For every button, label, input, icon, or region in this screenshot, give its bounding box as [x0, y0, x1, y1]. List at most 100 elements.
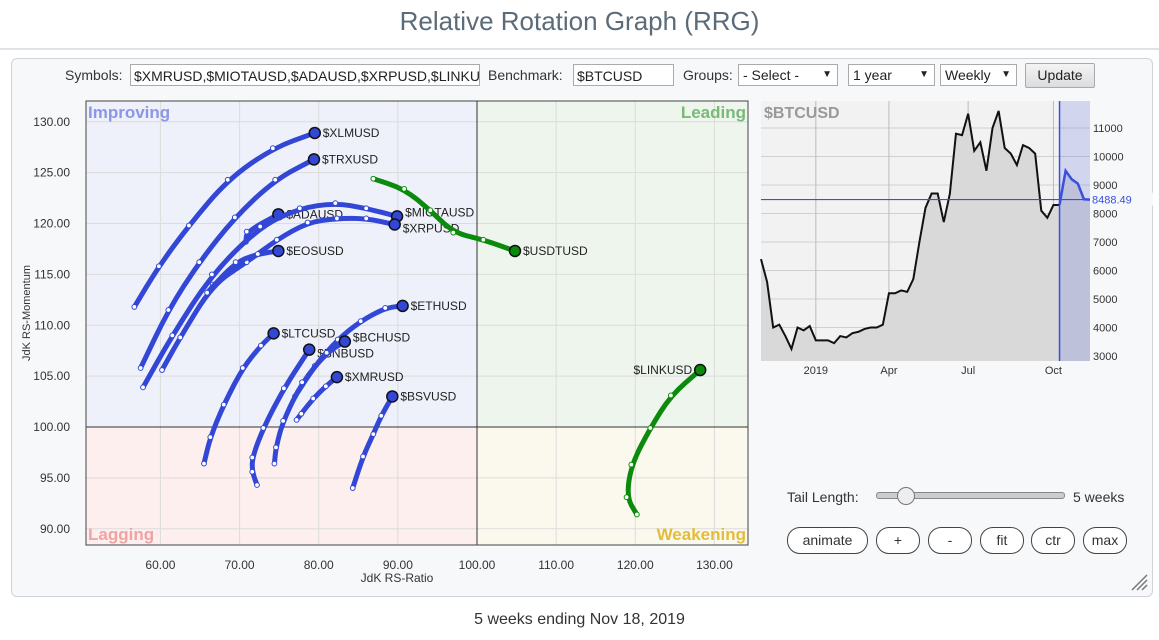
trail-point — [323, 349, 330, 356]
trail-point — [304, 219, 311, 226]
trail-point — [273, 444, 279, 451]
quadrant-label-weakening: Weakening — [657, 525, 746, 544]
trail-point — [169, 332, 176, 339]
trail-point — [196, 259, 203, 266]
symbol-head-marker — [308, 126, 322, 140]
y-tick-label: 90.00 — [40, 522, 70, 536]
benchmark-last-value: 8488.49 — [1092, 195, 1132, 207]
x-tick-label: 120.00 — [617, 558, 654, 572]
quadrant-label-lagging: Lagging — [88, 525, 154, 544]
trail-point — [378, 412, 385, 419]
tail-length-slider-thumb[interactable] — [897, 487, 915, 505]
quadrant-label-improving: Improving — [88, 103, 170, 122]
resize-handle-icon[interactable] — [1130, 573, 1148, 591]
tail-length-slider[interactable] — [876, 492, 1065, 499]
zoom-out-button[interactable]: - — [928, 527, 972, 554]
trail-line — [271, 339, 348, 467]
benchmark-y-tick: 3000 — [1093, 351, 1117, 363]
trail-point — [647, 425, 654, 431]
benchmark-input[interactable]: $BTCUSD — [573, 64, 674, 86]
trail-point — [382, 305, 389, 311]
groups-select[interactable]: - Select - ▼ — [738, 64, 838, 86]
quadrant-lagging — [86, 427, 477, 545]
rrg-chart[interactable]: 60.00 70.00 80.00 90.00 100.00 110.00 120.00 13… — [0, 0, 1159, 600]
trail-point — [296, 205, 303, 212]
symbol-label: $XMRUSD — [345, 370, 404, 384]
benchmark-x-tick: Oct — [1045, 365, 1062, 377]
trail-line — [201, 330, 277, 467]
trail-point — [293, 416, 300, 423]
trail-line — [138, 156, 317, 371]
trail-point — [332, 200, 339, 207]
trail-point — [231, 214, 238, 221]
trail-point — [427, 207, 434, 214]
trail-point — [363, 215, 370, 222]
symbol-label: $BCHUSD — [353, 331, 411, 345]
benchmark-x-tick: 2019 — [804, 365, 828, 377]
trail-point — [480, 236, 487, 243]
benchmark-y-tick: 8000 — [1093, 209, 1117, 221]
x-tick-label: 70.00 — [225, 558, 255, 572]
trail-point — [667, 392, 674, 399]
symbol-label: $ETHUSD — [411, 299, 467, 313]
trail-line — [159, 215, 398, 373]
benchmark-y-tick: 7000 — [1093, 237, 1117, 249]
trail-point — [140, 384, 146, 391]
interval-select[interactable]: Weekly ▼ — [940, 64, 1017, 86]
period-select[interactable]: 1 year ▼ — [848, 64, 935, 86]
max-button[interactable]: max — [1083, 527, 1127, 554]
trail-point — [207, 434, 214, 441]
symbol-label: $LINKUSD — [633, 363, 692, 377]
quadrant-weakening — [477, 427, 748, 545]
groups-label: Groups: — [683, 67, 733, 83]
x-tick-label: 60.00 — [145, 558, 175, 572]
benchmark-y-tick: 6000 — [1093, 266, 1117, 278]
tail-length-label: Tail Length: — [787, 489, 859, 505]
trail-line — [131, 130, 318, 310]
trail-xlmusd — [131, 126, 322, 310]
symbol-head-marker — [330, 370, 344, 384]
trail-point — [357, 318, 364, 325]
trail-point — [249, 468, 256, 475]
trail-point — [269, 145, 276, 152]
update-button[interactable]: Update — [1025, 63, 1095, 88]
trail-point — [280, 385, 287, 392]
trail-point — [201, 460, 207, 467]
trail-xmrusd — [293, 370, 344, 423]
trail-point — [349, 485, 356, 491]
zoom-in-button[interactable]: + — [876, 527, 920, 554]
trail-point — [208, 271, 215, 278]
trail-point — [370, 175, 377, 182]
trail-point — [204, 289, 211, 296]
trail-point — [257, 223, 264, 230]
interval-select-value: Weekly — [945, 67, 991, 83]
chevron-down-icon: ▼ — [1001, 69, 1011, 80]
benchmark-y-tick: 5000 — [1093, 294, 1117, 306]
symbol-head-marker — [508, 244, 522, 258]
y-tick-label: 115.00 — [34, 267, 70, 281]
fit-button[interactable]: fit — [980, 527, 1024, 554]
benchmark-last-value-bg — [1091, 192, 1153, 206]
trail-point — [186, 222, 192, 229]
y-tick-label: 110.00 — [34, 318, 70, 332]
center-button[interactable]: ctr — [1031, 527, 1075, 554]
trail-point — [249, 454, 256, 461]
symbol-head-marker — [307, 153, 321, 166]
trail-point — [260, 425, 267, 431]
quadrant-label-leading: Leading — [681, 103, 746, 122]
symbol-label: $LTCUSD — [282, 326, 336, 340]
symbol-head-marker — [386, 390, 399, 403]
symbols-input[interactable]: $XMRUSD,$MIOTAUSD,$ADAUSD,$XRPUSD,$LINKU… — [130, 64, 480, 86]
animate-button[interactable]: animate — [787, 527, 868, 554]
trail-point — [370, 431, 377, 438]
trail-point — [177, 334, 184, 341]
trail-point — [131, 304, 138, 310]
symbol-label: $USDTUSD — [523, 244, 588, 258]
trail-eosusd — [204, 244, 285, 296]
trail-line — [140, 201, 400, 390]
chevron-down-icon: ▼ — [822, 69, 832, 80]
x-tick-label: 110.00 — [538, 558, 574, 572]
benchmark-y-tick: 10000 — [1093, 152, 1124, 164]
symbol-label: $XLMUSD — [323, 126, 380, 140]
trail-ltcusd — [201, 327, 280, 467]
